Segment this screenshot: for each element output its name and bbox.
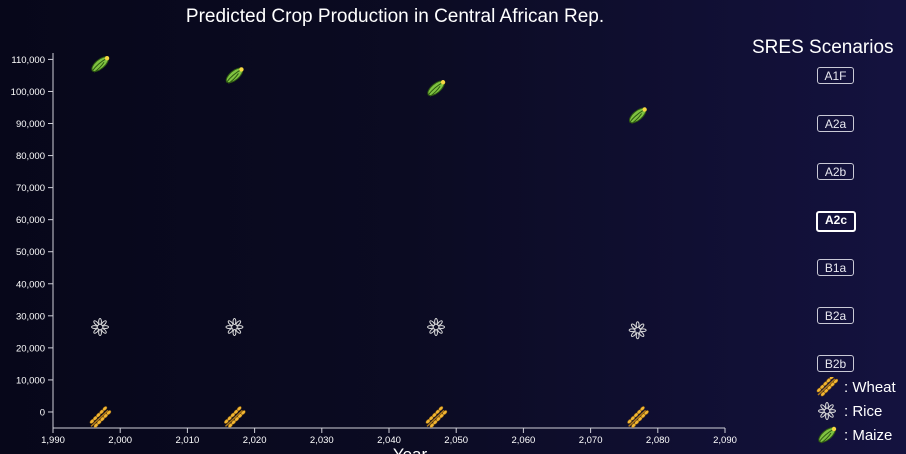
x-tick-label: 2,020 [243,435,267,446]
y-tick-label: 40,000 [16,279,45,290]
maize-point [91,56,110,73]
y-tick-label: 20,000 [16,343,45,354]
scenario-button-a2b[interactable]: A2b [817,163,854,180]
rice-point [225,318,244,337]
y-tick-label: 60,000 [16,215,45,226]
maize-point [427,80,446,97]
scenario-button-a2c[interactable]: A2c [816,211,856,232]
rice-icon [818,402,836,420]
y-tick-label: 0 [40,407,45,418]
wheat-icon [816,377,838,397]
x-tick-label: 2,090 [713,435,737,446]
legend-title: SRES Scenarios [752,37,894,58]
legend-item-rice: : Rice [816,401,882,421]
wheat-point [627,406,649,428]
maize-icon [818,426,837,444]
wheat-point [224,406,246,428]
x-tick-label: 2,040 [377,435,401,446]
legend-label: : Rice [844,402,883,420]
y-tick-label: 110,000 [11,55,45,66]
y-tick-label: 70,000 [16,183,45,194]
maize-point [225,67,244,84]
x-tick-label: 2,070 [579,435,603,446]
scenario-button-b2a[interactable]: B2a [817,307,854,324]
y-tick-label: 30,000 [16,311,45,322]
x-tick-label: 2,050 [444,435,468,446]
chart-title: Predicted Crop Production in Central Afr… [185,6,605,27]
y-tick-label: 10,000 [16,375,45,386]
y-tick-label: 90,000 [16,119,45,130]
y-axis: 0 10,000 20,000 30,000 40,000 50,000 60,000 70,… [11,53,54,428]
x-axis-label: Year [393,445,428,454]
x-tick-label: 2,060 [512,435,536,446]
x-tick-label: 2,000 [108,435,132,446]
x-tick-label: 2,010 [176,435,200,446]
x-axis: 1,990 2,000 2,010 2,020 2,030 2,040 2,050 2,060… [41,427,737,446]
legend-item-maize: : Maize [816,425,892,445]
wheat-point [89,406,112,428]
x-tick-label: 1,990 [41,435,65,446]
maize-point [628,107,647,124]
x-tick-label: 2,080 [646,435,670,446]
scenario-button-a2a[interactable]: A2a [817,115,854,132]
y-tick-label: 100,000 [11,87,45,98]
wheat-point [425,406,448,428]
legend-label: : Maize [844,426,893,444]
x-tick-label: 2,030 [310,435,334,446]
chart-marks [89,56,649,428]
legend-item-wheat: : Wheat [816,377,896,397]
rice-point [628,321,647,340]
y-tick-label: 80,000 [16,151,45,162]
legend-label: : Wheat [844,378,896,396]
scenario-button-b2b[interactable]: B2b [817,355,854,372]
rice-point [427,318,446,337]
scenario-button-a1f[interactable]: A1F [817,67,854,84]
y-tick-label: 50,000 [16,247,45,258]
rice-point [91,318,110,337]
scenario-button-b1a[interactable]: B1a [817,259,854,276]
